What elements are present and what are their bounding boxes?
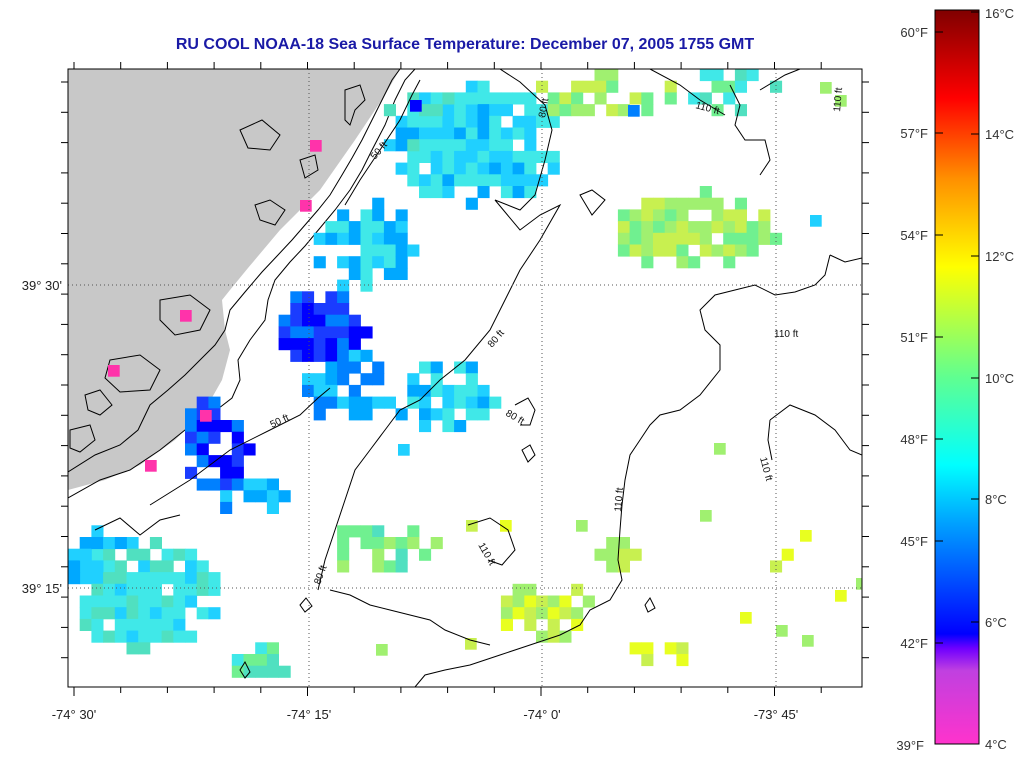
colorbar-f-label: 48°F bbox=[900, 432, 928, 447]
colorbar-f-label: 54°F bbox=[900, 228, 928, 243]
colorbar-c-label: 14°C bbox=[985, 127, 1014, 142]
tick-marks bbox=[61, 62, 869, 696]
x-tick-label: -73° 45' bbox=[754, 707, 799, 722]
grid-lines bbox=[68, 69, 862, 687]
colorbar-f-label: 45°F bbox=[900, 534, 928, 549]
x-tick-label: -74° 0' bbox=[523, 707, 560, 722]
colorbar-fahrenheit-labels: 60°F 57°F 54°F 51°F 48°F 45°F 42°F 39°F bbox=[896, 25, 928, 753]
colorbar-c-label: 8°C bbox=[985, 492, 1007, 507]
colorbar-c-label: 4°C bbox=[985, 737, 1007, 752]
land-area bbox=[68, 69, 400, 490]
colorbar-celsius-labels: 16°C 14°C 12°C 10°C 8°C 6°C 4°C bbox=[985, 6, 1014, 752]
colorbar-c-label: 12°C bbox=[985, 249, 1014, 264]
x-tick-label: -74° 15' bbox=[287, 707, 332, 722]
colorbar bbox=[934, 9, 980, 745]
colorbar-f-label: 51°F bbox=[900, 330, 928, 345]
sst-pixels bbox=[68, 69, 862, 678]
map-frame bbox=[67, 68, 863, 688]
colorbar-c-label: 10°C bbox=[985, 371, 1014, 386]
coastline bbox=[68, 69, 401, 473]
map-title: RU COOL NOAA-18 Sea Surface Temperature:… bbox=[175, 36, 755, 53]
x-tick-label: -74° 30' bbox=[52, 707, 97, 722]
colorbar-c-label: 6°C bbox=[985, 615, 1007, 630]
colorbar-ticks bbox=[935, 11, 979, 644]
y-tick-label: 39° 30' bbox=[22, 278, 62, 293]
y-tick-label: 39° 15' bbox=[22, 581, 62, 596]
colorbar-c-label: 16°C bbox=[985, 6, 1014, 21]
contour-label: 80 ft bbox=[537, 97, 551, 118]
colorbar-f-label: 42°F bbox=[900, 636, 928, 651]
colorbar-f-label: 39°F bbox=[896, 738, 924, 753]
colorbar-f-label: 60°F bbox=[900, 25, 928, 40]
colorbar-f-label: 57°F bbox=[900, 126, 928, 141]
contour-label: 110 ft bbox=[832, 87, 845, 112]
contour-label: 110 ft bbox=[613, 487, 626, 512]
contour-label: 110 ft bbox=[774, 329, 798, 340]
